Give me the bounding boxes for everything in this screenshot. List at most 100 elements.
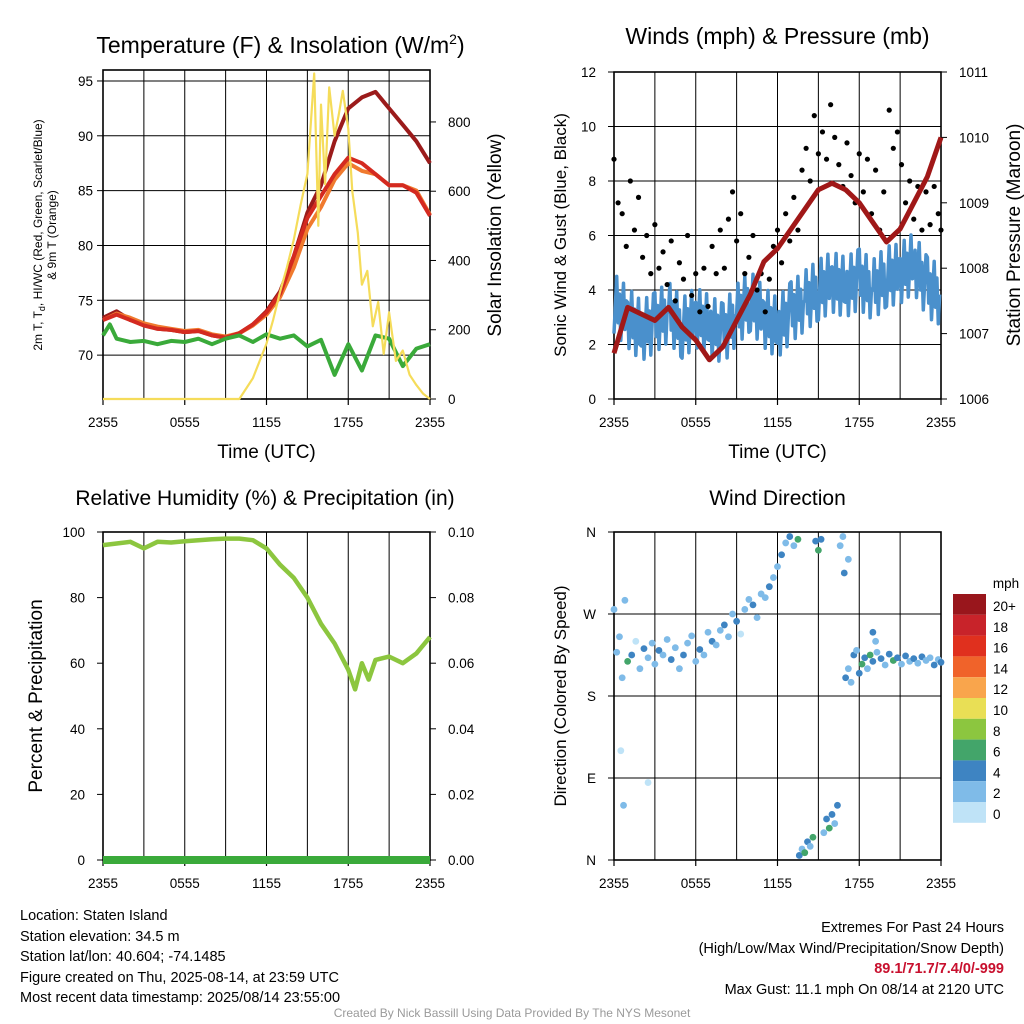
max-gust: Max Gust: 11.1 mph On 08/14 at 2120 UTC	[724, 981, 1004, 998]
y2-tick-label: 1008	[959, 261, 989, 276]
x-tick-label: 1155	[763, 876, 792, 891]
wind-direction-point	[712, 641, 720, 649]
y2-tick-label: 400	[448, 253, 471, 268]
gust-point	[836, 162, 842, 168]
wind-direction-point	[820, 829, 828, 837]
wind-direction-point	[700, 651, 708, 659]
wind-direction-point	[847, 678, 855, 686]
figure-created: Figure created on Thu, 2025-08-14, at 23…	[20, 969, 339, 986]
y2-tick-label: 0.10	[448, 525, 474, 540]
station-elevation: Station elevation: 34.5 m	[20, 928, 180, 945]
wind-direction-point	[873, 648, 881, 656]
y-axis-label-subscript: d	[37, 306, 47, 311]
gust-point	[631, 227, 638, 233]
station-pressure-line	[611, 136, 944, 363]
legend-label: 20+	[993, 599, 1016, 614]
wind-direction-point	[866, 651, 874, 659]
wind-direction-point	[663, 636, 671, 643]
gust-point	[923, 189, 929, 195]
y-tick-label: 60	[70, 656, 85, 671]
x-tick-label: 2355	[599, 876, 629, 891]
gust-point	[766, 276, 772, 282]
legend-title: mph	[993, 576, 1019, 591]
y-tick-label: 75	[78, 293, 93, 308]
gust-point	[931, 183, 937, 190]
legend-swatch	[953, 594, 986, 615]
gust-point	[754, 287, 760, 293]
wind-direction-point	[864, 665, 871, 673]
wind-direction-point	[836, 542, 844, 550]
wind-direction-point	[910, 655, 918, 663]
gust-point	[770, 243, 777, 249]
wind-direction-point	[853, 647, 860, 654]
wind-direction-point	[806, 842, 814, 850]
y2-tick-label: 0.08	[448, 591, 474, 606]
wind-direction-point	[676, 665, 683, 673]
gust-point	[927, 222, 933, 228]
series-line-t2m	[102, 155, 432, 340]
y2-tick-label: 0.04	[448, 722, 475, 737]
y2-tick-label: 1006	[959, 392, 989, 407]
chart-panel-4: 2355 0555 1155 1755 2355 Wind Direction Direct…	[551, 487, 1019, 891]
gust-point	[721, 265, 727, 271]
x-tick-label: 0555	[170, 415, 200, 430]
y-axis-label-part: , HI/WC (Red, Green, Scarlet/Blue)	[31, 119, 45, 306]
gust-point	[898, 162, 905, 168]
chart-panel-3: 2355 0555 1155 1755 2355 Relative Humidity (%…	[26, 487, 475, 891]
wind-direction-point	[659, 651, 667, 659]
wind-direction-point	[834, 801, 841, 809]
y-tick-label: 80	[78, 238, 93, 253]
legend-label: 2	[993, 786, 1001, 801]
wind-direction-point	[621, 596, 629, 604]
wind-direction-point	[794, 535, 802, 543]
x-axis-label: Time (UTC)	[217, 442, 316, 463]
wind-direction-point	[786, 533, 794, 540]
wind-direction-point	[618, 674, 626, 682]
wind-direction-point	[688, 632, 696, 640]
wind-direction-point	[667, 656, 675, 663]
gust-point	[640, 254, 646, 260]
y-tick-label: 95	[78, 74, 93, 89]
wind-direction-point	[809, 833, 817, 841]
gust-point	[742, 271, 748, 277]
chart-title-close: )	[457, 32, 465, 58]
y2-tick-label: 1007	[959, 327, 989, 342]
x-tick-label: 1155	[252, 415, 281, 430]
y2-tick-label: 0.02	[448, 787, 474, 802]
wind-direction-point	[844, 555, 852, 563]
wind-direction-point	[914, 659, 922, 667]
chart-title: Wind Direction	[709, 487, 846, 510]
y-axis-label: 2m T, Td, HI/WC (Red, Green, Scarlet/Blu…	[31, 119, 47, 350]
wind-direction-point	[617, 747, 625, 755]
y-tick-label: 85	[78, 184, 93, 199]
x-tick-label: 2355	[88, 876, 118, 891]
wind-direction-point	[745, 596, 753, 603]
x-tick-label: 0555	[170, 876, 200, 891]
gust-point	[684, 232, 691, 239]
gust-point	[819, 129, 826, 135]
gust-point	[815, 151, 821, 157]
gust-point	[652, 222, 658, 228]
wind-direction-point	[620, 801, 627, 809]
legend-label: 6	[993, 745, 1001, 760]
gust-point	[848, 172, 854, 179]
x-tick-label: 1155	[252, 876, 281, 891]
gust-point	[864, 156, 871, 162]
wind-direction-point	[937, 658, 945, 666]
x-tick-label: 2355	[926, 876, 956, 891]
legend-label: 10	[993, 703, 1008, 718]
x-tick-label: 2355	[415, 876, 445, 891]
gust-point	[672, 298, 678, 304]
latest-data-timestamp: Most recent data timestamp: 2025/08/14 2…	[20, 990, 341, 1006]
y2-axis-label: Station Pressure (Maroon)	[1004, 124, 1024, 347]
y2-axis-label: Solar Insolation (Yellow)	[485, 133, 506, 336]
y-tick-label: 0	[588, 392, 596, 407]
gust-point	[938, 227, 944, 233]
wind-direction-point	[831, 820, 839, 827]
wind-direction-point	[648, 639, 656, 647]
gust-point	[832, 134, 838, 140]
gust-point	[795, 227, 801, 233]
gust-point	[844, 140, 850, 146]
gust-point	[750, 232, 756, 239]
wind-direction-point	[684, 639, 691, 647]
